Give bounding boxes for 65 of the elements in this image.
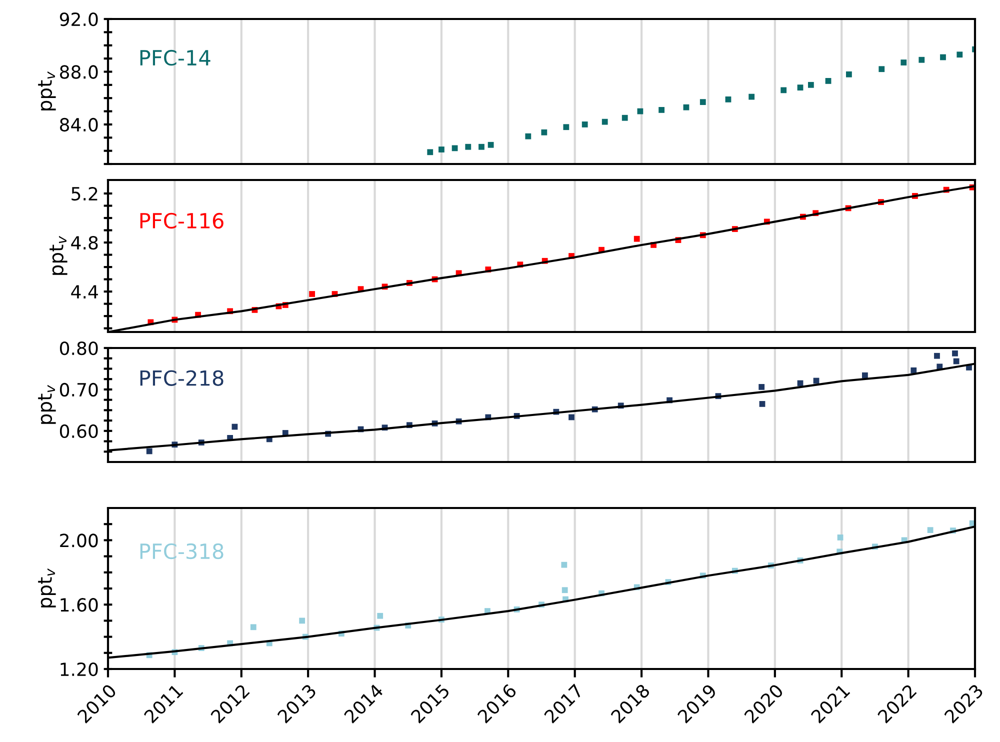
point [658, 107, 664, 113]
point [309, 291, 316, 297]
point [634, 236, 640, 242]
y-tick-label: 4.4 [71, 285, 98, 298]
point [748, 94, 755, 100]
point [700, 99, 706, 105]
point [918, 56, 925, 63]
y-tick-label: 0.80 [60, 341, 98, 356]
point [797, 84, 804, 90]
point [878, 66, 885, 72]
point [452, 145, 458, 152]
point [541, 129, 548, 136]
point [759, 401, 766, 407]
point [952, 350, 958, 356]
point [934, 352, 940, 359]
y-axis-title: ppt$_{v}$ [50, 236, 68, 275]
point [250, 624, 256, 630]
point [825, 78, 832, 84]
point [582, 122, 588, 128]
y-tick-label: 2.00 [60, 534, 98, 548]
point [377, 612, 384, 619]
point [927, 527, 934, 534]
series-label: PFC-218 [140, 370, 224, 386]
point [299, 618, 306, 624]
point [900, 60, 907, 66]
point [438, 146, 444, 152]
y-axis-title: ppt$_{v}$ [38, 384, 56, 424]
point [956, 52, 963, 58]
y-axis-title: ppt$_{v}$ [38, 71, 56, 110]
point [758, 384, 765, 390]
y-tick-label: 5.2 [72, 186, 98, 201]
y-tick-label: 88.0 [60, 65, 98, 79]
text: PFC-116 [140, 212, 224, 229]
y-tick-label: 92.0 [60, 12, 98, 26]
point [488, 142, 494, 148]
y-tick-label: 0.70 [60, 382, 98, 397]
y-tick-label: 1.60 [60, 598, 98, 612]
text: PFC-14 [140, 50, 210, 66]
point [780, 87, 787, 94]
point [146, 448, 152, 454]
y-tick-label: 84.0 [60, 118, 98, 132]
point [562, 587, 568, 594]
y-axis-title: ppt$_{v}$ [38, 568, 56, 608]
point [940, 54, 946, 60]
point [808, 82, 814, 88]
point [561, 562, 568, 568]
point [953, 358, 960, 364]
point [837, 534, 844, 540]
y-tick-label: 0.60 [60, 424, 98, 438]
point [568, 414, 574, 420]
point [427, 149, 434, 156]
point [478, 144, 484, 150]
point [602, 118, 608, 125]
point [846, 71, 852, 78]
y-tick-label: 1.20 [60, 662, 98, 676]
point [563, 124, 570, 130]
y-tick-label: 4.8 [71, 236, 98, 250]
point [622, 114, 628, 121]
point [862, 372, 868, 378]
point [465, 144, 472, 150]
point [910, 367, 917, 374]
point [683, 104, 690, 110]
text: PFC-318 [140, 543, 224, 560]
point [525, 133, 532, 140]
point [725, 96, 732, 102]
